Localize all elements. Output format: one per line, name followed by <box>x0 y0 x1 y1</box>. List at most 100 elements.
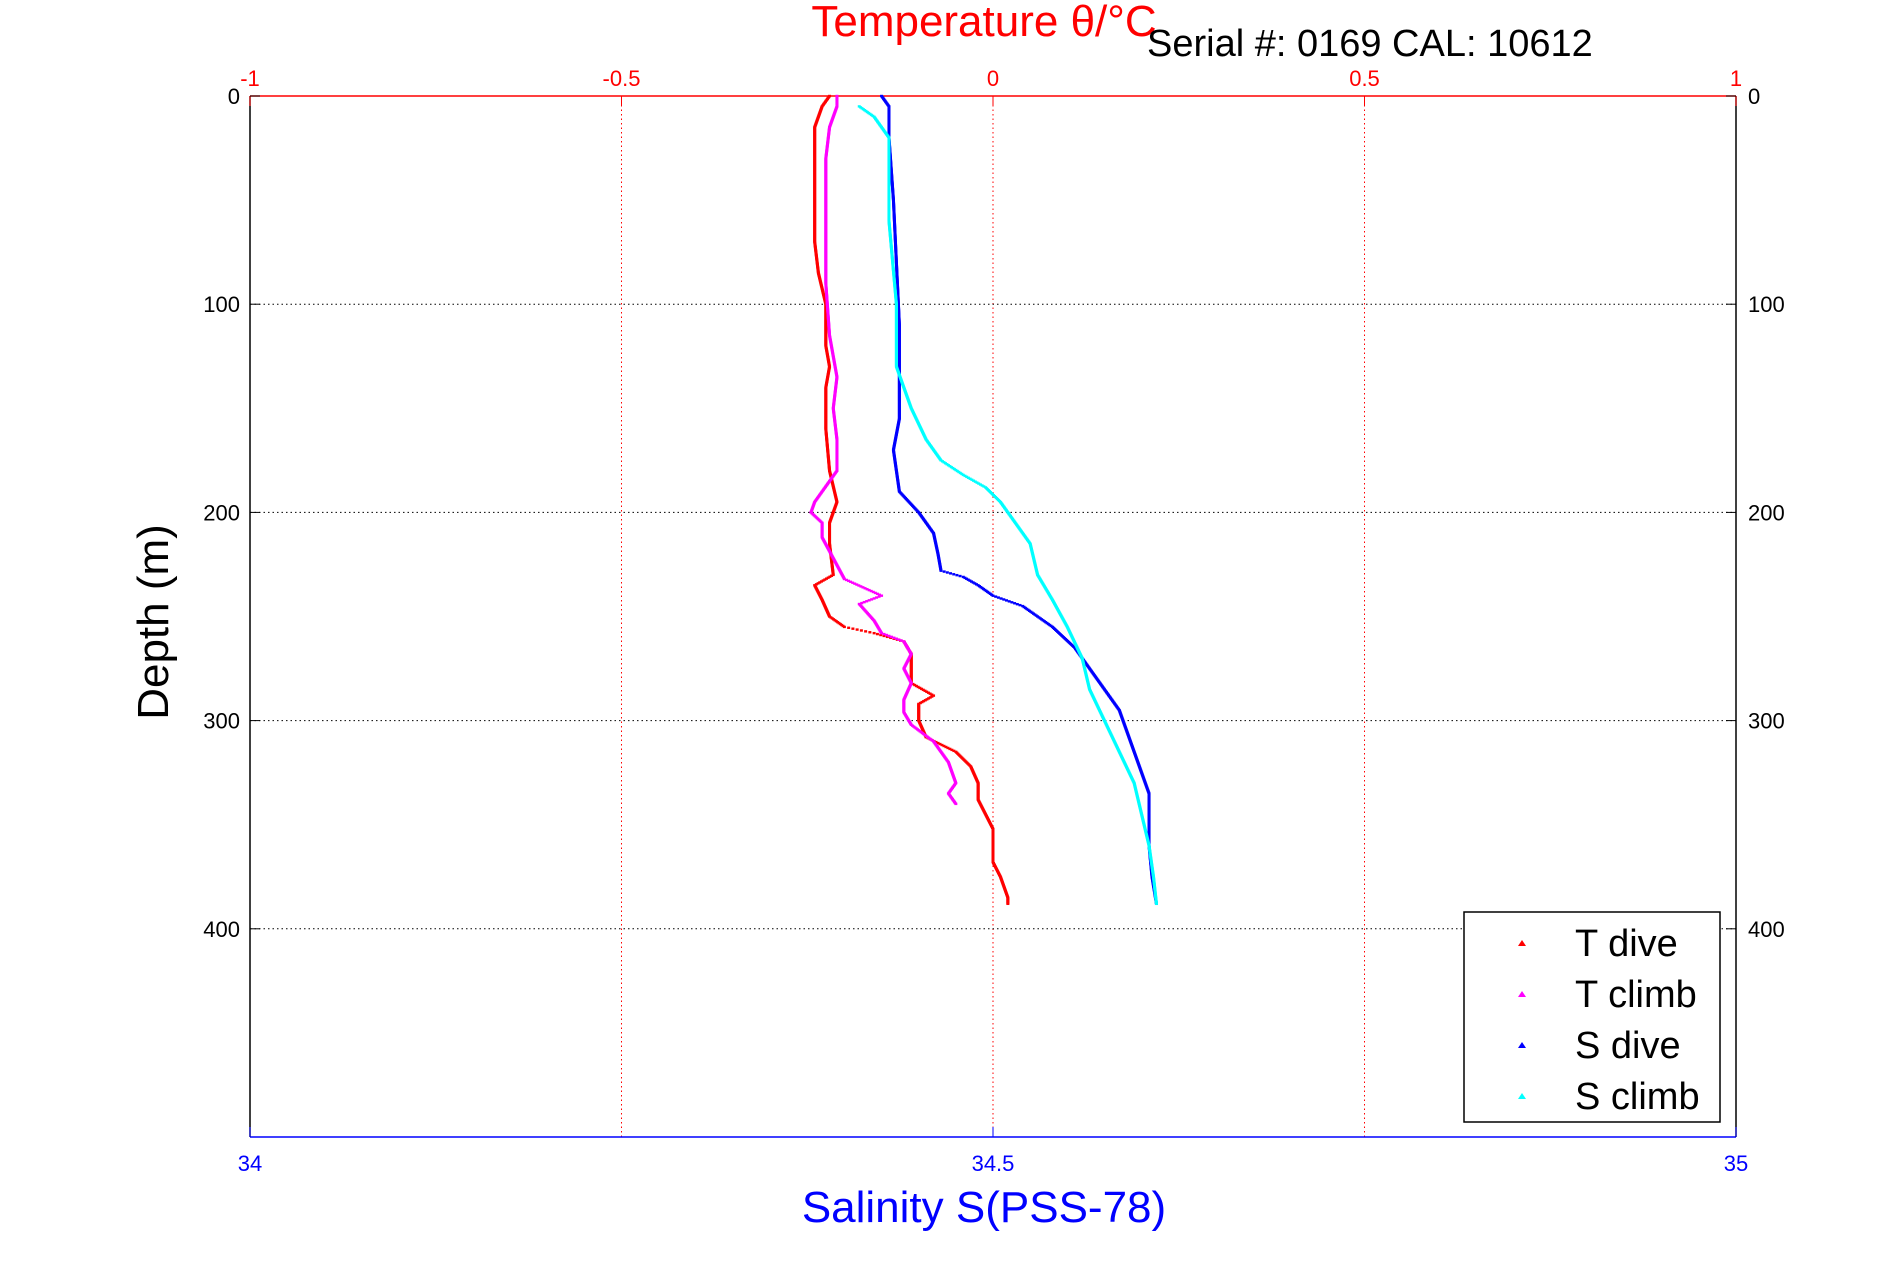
data-point <box>814 583 818 586</box>
data-point <box>867 599 871 602</box>
data-point <box>928 692 932 695</box>
data-point <box>865 600 869 603</box>
legend-label: T dive <box>1575 923 1678 965</box>
data-point <box>882 632 886 636</box>
data-point <box>930 693 934 696</box>
data-point <box>861 586 865 589</box>
data-point <box>847 626 851 630</box>
data-point <box>971 581 975 584</box>
left-tick-label: 200 <box>203 500 240 525</box>
data-point <box>831 573 835 577</box>
data-point <box>862 600 866 604</box>
data-point <box>999 597 1003 600</box>
data-point <box>966 476 970 480</box>
data-point <box>859 585 863 588</box>
data-point <box>974 583 978 586</box>
series-t-dive <box>813 94 1010 906</box>
data-point <box>844 578 848 582</box>
data-point <box>816 582 820 585</box>
data-point <box>936 741 940 745</box>
data-point <box>926 691 930 694</box>
data-point <box>882 634 886 638</box>
data-point <box>952 573 956 576</box>
top-tick-label: 0 <box>987 66 999 91</box>
data-point <box>880 594 884 597</box>
series-s-climb <box>857 105 1158 906</box>
left-tick-label: 400 <box>203 917 240 942</box>
right-tick-label: 0 <box>1748 84 1760 109</box>
data-point <box>948 747 952 751</box>
data-point <box>922 699 926 703</box>
data-point <box>918 686 922 690</box>
data-point <box>920 700 924 704</box>
data-point <box>830 574 834 578</box>
data-point <box>872 631 876 635</box>
data-point <box>994 595 998 598</box>
data-point <box>869 589 873 593</box>
data-point <box>918 701 922 705</box>
data-point <box>930 695 934 698</box>
data-point <box>855 583 859 586</box>
legend: T dive T climb S dive S climb <box>1463 911 1721 1123</box>
legend-marker <box>1518 1042 1526 1048</box>
left-tick-label: 100 <box>203 292 240 317</box>
left-tick-label: 0 <box>228 84 240 109</box>
bottom-tick-label: 34.5 <box>972 1151 1015 1176</box>
data-point <box>819 580 823 583</box>
data-point <box>864 630 868 633</box>
data-point <box>927 697 931 700</box>
data-point <box>1154 902 1158 906</box>
legend-marker <box>1518 991 1526 997</box>
data-point <box>968 579 972 582</box>
data-point <box>925 698 929 701</box>
data-point <box>867 588 871 592</box>
data-point <box>851 627 855 630</box>
data-point <box>1002 598 1006 601</box>
data-point <box>965 577 969 580</box>
data-series <box>809 94 1158 906</box>
data-point <box>853 582 857 585</box>
data-point <box>1013 602 1017 605</box>
data-point <box>875 632 879 636</box>
data-point <box>955 573 959 577</box>
data-point <box>970 478 974 481</box>
data-point <box>925 690 929 693</box>
data-point <box>968 477 972 480</box>
data-point <box>875 596 879 599</box>
data-point <box>982 485 986 488</box>
data-point <box>938 742 942 746</box>
right-tick-label: 100 <box>1748 292 1785 317</box>
data-point <box>868 631 872 634</box>
data-point <box>942 570 946 573</box>
data-point <box>823 578 827 581</box>
data-point <box>916 685 920 689</box>
data-point <box>949 572 953 575</box>
legend-label: S climb <box>1575 1076 1700 1118</box>
data-point <box>970 580 974 583</box>
data-point <box>879 633 883 637</box>
data-point <box>958 574 962 578</box>
data-point <box>975 481 979 484</box>
data-point <box>887 634 891 638</box>
top-tick-label: 0.5 <box>1349 66 1380 91</box>
data-point <box>973 480 977 483</box>
data-point <box>885 633 889 637</box>
legend-marker <box>1518 940 1526 946</box>
data-point <box>978 483 982 486</box>
right-tick-label: 400 <box>1748 917 1785 942</box>
data-point <box>1005 599 1009 602</box>
right-tick-label: 200 <box>1748 500 1785 525</box>
data-point <box>921 688 925 692</box>
data-point <box>885 635 889 639</box>
top-tick-label: -0.5 <box>603 66 641 91</box>
series-t-climb <box>809 94 958 806</box>
data-point <box>821 579 825 582</box>
legend-label: T climb <box>1575 974 1697 1016</box>
data-point <box>954 802 958 806</box>
data-point <box>899 639 903 642</box>
data-point <box>923 699 927 702</box>
data-point <box>923 689 927 693</box>
data-point <box>939 569 943 572</box>
data-point <box>963 576 967 580</box>
